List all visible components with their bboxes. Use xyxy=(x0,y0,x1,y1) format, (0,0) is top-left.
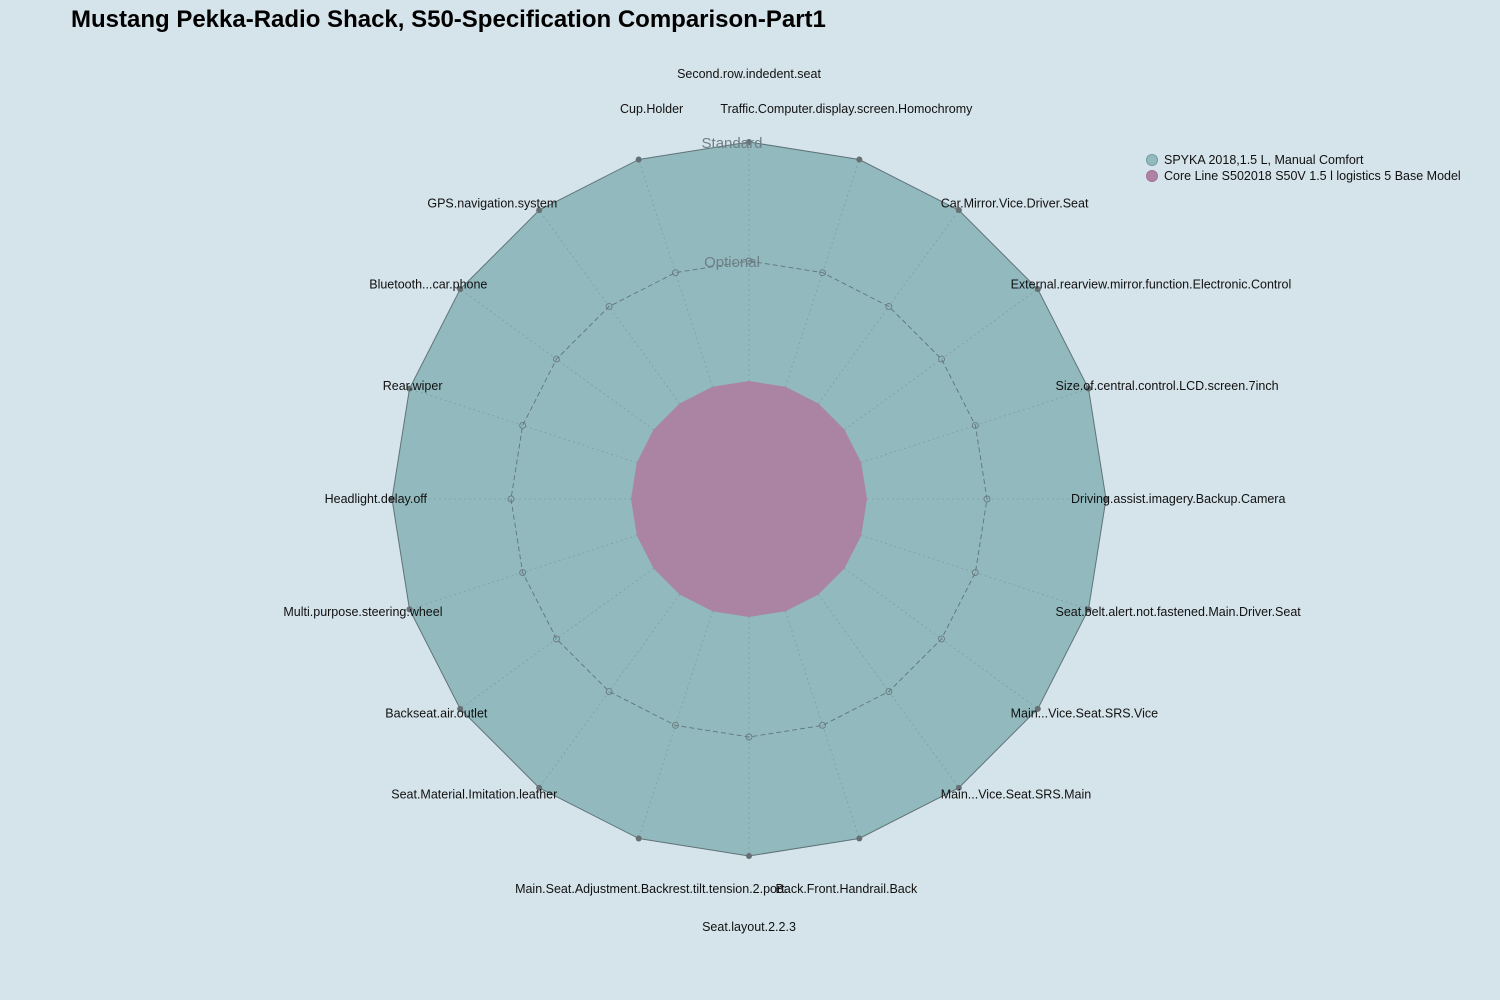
series-point xyxy=(536,207,543,214)
level-marker-optional xyxy=(507,495,515,503)
axis-label: Second.row.indedent.seat xyxy=(677,67,821,81)
chart-title: Mustang Pekka-Radio Shack, S50-Specifica… xyxy=(71,6,826,33)
level-marker-optional xyxy=(553,355,560,363)
grid-ring-optional xyxy=(510,260,988,738)
level-marker-optional xyxy=(605,303,613,310)
axis-label: Rear.wiper xyxy=(383,379,443,393)
axis-label: Seat.Material.Imitation.leather xyxy=(391,787,557,801)
level-marker-optional xyxy=(938,355,945,363)
axis-label: Driving.assist.imagery.Backup.Camera xyxy=(1071,492,1285,506)
series-point xyxy=(457,705,464,712)
series-point xyxy=(746,853,752,859)
series-point xyxy=(635,835,642,842)
axis-label: GPS.navigation.system xyxy=(427,197,557,211)
axis-label: Traffic.Computer.display.screen.Homochro… xyxy=(720,102,973,116)
series-point xyxy=(856,835,863,842)
grid-layer xyxy=(389,139,1109,859)
series-point xyxy=(389,496,395,502)
series-point xyxy=(1034,286,1041,293)
series-point xyxy=(1085,385,1092,392)
level-label-standard: Standard xyxy=(702,135,763,152)
legend-swatch-series-1 xyxy=(1146,154,1158,166)
axis-label: Size.of.central.control.LCD.screen.7inch xyxy=(1056,379,1279,393)
level-marker-optional xyxy=(745,257,753,265)
series-point xyxy=(406,606,413,613)
series-point xyxy=(406,385,413,392)
axis-label: Main...Vice.Seat.SRS.Main xyxy=(941,787,1092,801)
axis-label: Headlight.delay.off xyxy=(325,492,428,506)
axis-label: Main...Vice.Seat.SRS.Vice xyxy=(1011,707,1159,721)
series-point xyxy=(746,139,752,145)
level-marker-optional xyxy=(819,721,826,729)
series-point xyxy=(635,156,642,163)
axis-label: Multi.purpose.steering.wheel xyxy=(283,605,442,619)
series-point xyxy=(457,286,464,293)
axis-label: Main.Seat.Adjustment.Backrest.tilt.tensi… xyxy=(515,882,788,896)
level-marker-optional xyxy=(745,733,753,741)
legend-item-series-1[interactable]: SPYKA 2018,1.5 L, Manual Comfort xyxy=(1146,152,1461,168)
series-point xyxy=(1085,606,1092,613)
axis-label: Car.Mirror.Vice.Driver.Seat xyxy=(941,197,1089,211)
legend-swatch-series-2 xyxy=(1146,170,1158,182)
level-marker-optional xyxy=(885,688,893,695)
level-marker-optional xyxy=(605,688,613,695)
legend: SPYKA 2018,1.5 L, Manual Comfort Core Li… xyxy=(1146,152,1461,184)
axis-label: Cup.Holder xyxy=(620,102,683,116)
axis-labels: Second.row.indedent.seat Traffic.Computer… xyxy=(283,67,1301,934)
level-marker-optional xyxy=(519,422,527,429)
axis-label: Backseat.air.outlet xyxy=(385,707,488,721)
level-marker-optional xyxy=(672,269,679,277)
legend-item-series-2[interactable]: Core Line S502018 S50V 1.5 l logistics 5… xyxy=(1146,168,1461,184)
level-marker-optional xyxy=(672,721,679,729)
level-label-optional: Optional xyxy=(704,254,760,271)
level-marker-optional xyxy=(819,269,826,277)
level-marker-optional xyxy=(519,569,527,576)
axis-label: External.rearview.mirror.function.Electr… xyxy=(1011,278,1292,292)
axis-label: Seat.belt.alert.not.fastened.Main.Driver… xyxy=(1056,605,1302,619)
series-point xyxy=(856,156,863,163)
series-area-2 xyxy=(631,381,867,617)
series-point xyxy=(955,207,962,214)
level-marker-optional xyxy=(553,635,560,643)
level-marker-optional xyxy=(971,569,979,576)
level-marker-optional xyxy=(971,422,979,429)
level-labels: Optional Standard xyxy=(702,135,763,271)
level-marker-optional xyxy=(938,635,945,643)
series-point xyxy=(1103,496,1109,502)
axis-label: Back.Front.Handrail.Back xyxy=(776,882,918,896)
legend-label-series-1: SPYKA 2018,1.5 L, Manual Comfort xyxy=(1164,153,1364,167)
axis-label: Seat.layout.2.2.3 xyxy=(702,920,796,934)
series-point xyxy=(536,784,543,791)
level-marker-optional xyxy=(885,303,893,310)
series-point xyxy=(955,784,962,791)
series-point xyxy=(1034,705,1041,712)
legend-label-series-2: Core Line S502018 S50V 1.5 l logistics 5… xyxy=(1164,169,1461,183)
axis-label: Bluetooth...car.phone xyxy=(369,278,487,292)
level-marker-optional xyxy=(983,495,991,503)
